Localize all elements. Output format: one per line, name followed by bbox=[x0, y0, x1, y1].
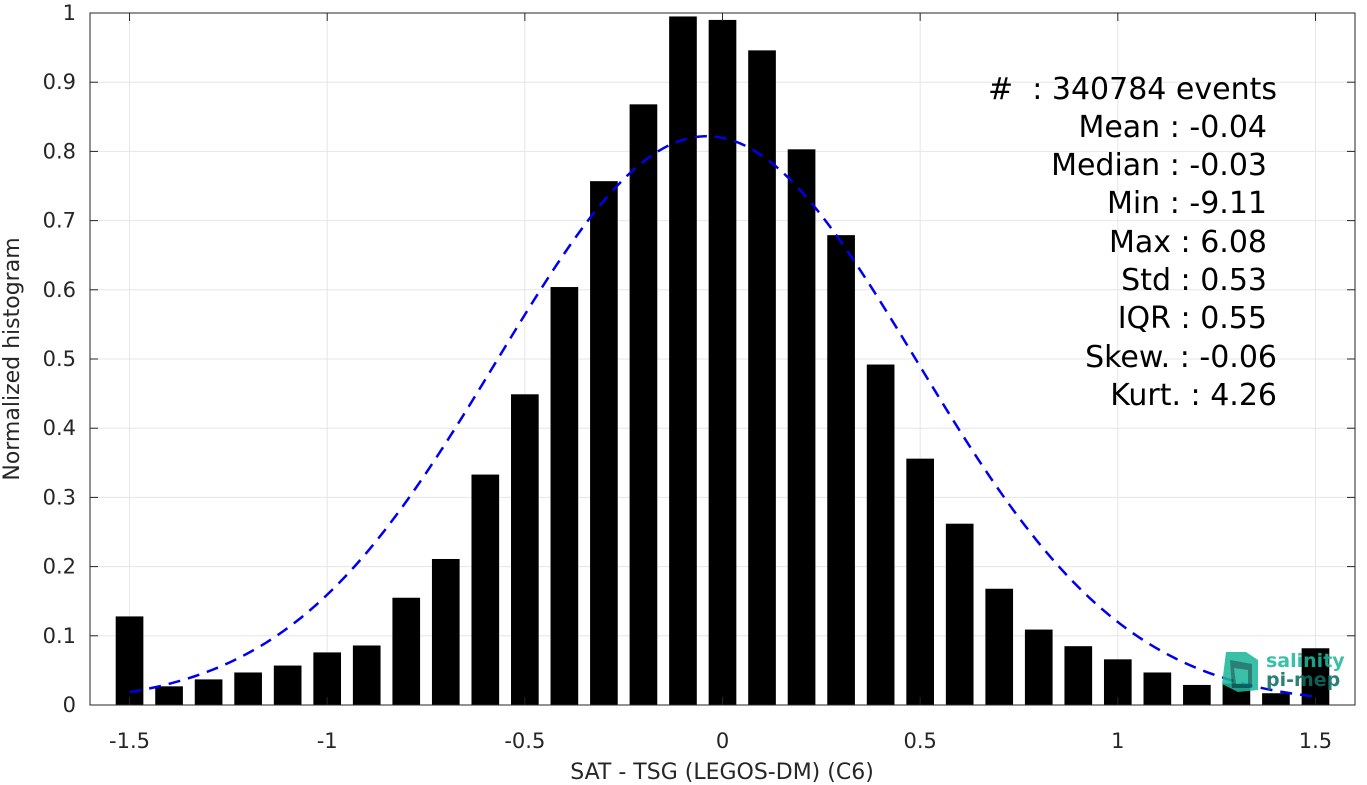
y-tick-label: 0.4 bbox=[43, 416, 76, 440]
histogram-bar bbox=[906, 458, 934, 705]
histogram-bar bbox=[471, 474, 500, 705]
stats-max: Max : 6.08 bbox=[1109, 225, 1267, 260]
histogram-bar bbox=[866, 364, 895, 705]
logo-text-pi-mep: pi-mep bbox=[1266, 669, 1340, 691]
y-tick-label: 0.2 bbox=[43, 555, 76, 579]
histogram-bar bbox=[1183, 684, 1211, 705]
histogram-bar bbox=[234, 672, 262, 705]
x-axis-label: SAT - TSG (LEGOS-DM) (C6) bbox=[570, 760, 874, 785]
histogram-bar bbox=[708, 19, 737, 706]
y-tick-label: 0.5 bbox=[43, 347, 76, 371]
x-tick-label: 0 bbox=[716, 729, 729, 753]
y-tick-label: 0 bbox=[63, 693, 76, 717]
histogram-bar bbox=[352, 645, 381, 705]
bars bbox=[115, 16, 1330, 706]
histogram-bar bbox=[590, 181, 618, 705]
stats-iqr: IQR : 0.55 bbox=[1118, 301, 1267, 336]
histogram-bar bbox=[787, 149, 816, 706]
y-tick-label: 0.7 bbox=[43, 209, 76, 233]
logo-text-salinity: salinity bbox=[1266, 650, 1345, 672]
histogram-bar bbox=[550, 287, 579, 705]
histogram-bar bbox=[945, 523, 974, 705]
histogram-bar bbox=[313, 652, 342, 705]
histogram-bar bbox=[273, 665, 302, 705]
histogram-bar bbox=[1024, 629, 1053, 705]
y-tick-label: 1 bbox=[63, 1, 76, 25]
histogram-bar bbox=[669, 16, 697, 705]
y-tick-labels: 0 0.1 0.2 0.3 0.4 0.5 0.6 0.7 0.8 0.9 1 bbox=[43, 1, 76, 717]
y-tick-label: 0.6 bbox=[43, 278, 76, 302]
stats-kurt: Kurt. : 4.26 bbox=[1110, 378, 1277, 413]
y-tick-label: 0.9 bbox=[43, 70, 76, 94]
histogram-bar bbox=[1064, 646, 1093, 705]
x-tick-label: -1.5 bbox=[109, 729, 150, 753]
stats-min: Min : -9.11 bbox=[1107, 186, 1267, 221]
histogram-bar bbox=[1262, 693, 1290, 705]
x-tick-label: 1.5 bbox=[1299, 729, 1332, 753]
histogram-bar bbox=[1143, 672, 1172, 705]
stats-mean: Mean : -0.04 bbox=[1078, 110, 1267, 145]
axis-ticks bbox=[90, 12, 1355, 706]
y-tick-label: 0.8 bbox=[43, 139, 76, 163]
gaussian-fit-curve bbox=[129, 134, 1316, 698]
x-tick-label: 0.5 bbox=[903, 729, 936, 753]
x-tick-labels: -1.5 -1 -0.5 0 0.5 1 1.5 bbox=[109, 729, 1332, 753]
histogram-bar bbox=[511, 394, 539, 705]
histogram-bar bbox=[431, 558, 460, 705]
pi-mep-logo-icon bbox=[1222, 652, 1258, 692]
stats-median: Median : -0.03 bbox=[1051, 148, 1267, 183]
x-tick-label: -1 bbox=[317, 729, 338, 753]
y-tick-label: 0.3 bbox=[43, 485, 76, 509]
y-tick-label: 0.1 bbox=[43, 624, 76, 648]
stats-events: # : 340784 events bbox=[988, 72, 1277, 107]
y-axis-label: Normalized histogram bbox=[0, 237, 25, 480]
histogram-bar bbox=[392, 597, 421, 705]
histogram-bar bbox=[194, 679, 223, 705]
pi-mep-logo: salinity pi-mep bbox=[1222, 650, 1345, 692]
histogram-bar bbox=[629, 104, 658, 706]
x-tick-label: 1 bbox=[1111, 729, 1124, 753]
stats-box: # : 340784 events Mean : -0.04 Median : … bbox=[988, 72, 1277, 413]
histogram-bar bbox=[985, 588, 1014, 705]
x-tick-label: -0.5 bbox=[504, 729, 545, 753]
histogram-bar bbox=[827, 235, 855, 705]
histogram-bar bbox=[748, 50, 776, 706]
stats-std: Std : 0.53 bbox=[1121, 263, 1267, 298]
histogram-bar bbox=[155, 686, 183, 705]
stats-skew: Skew. : -0.06 bbox=[1085, 340, 1277, 375]
